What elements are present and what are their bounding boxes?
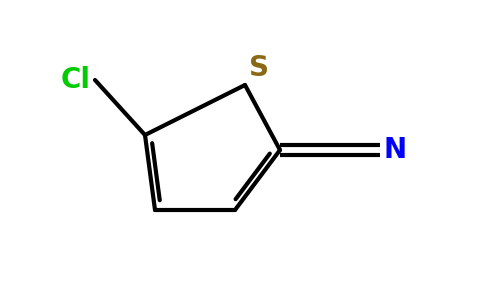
Text: Cl: Cl — [61, 66, 91, 94]
Text: N: N — [384, 136, 407, 164]
Text: S: S — [249, 54, 269, 82]
